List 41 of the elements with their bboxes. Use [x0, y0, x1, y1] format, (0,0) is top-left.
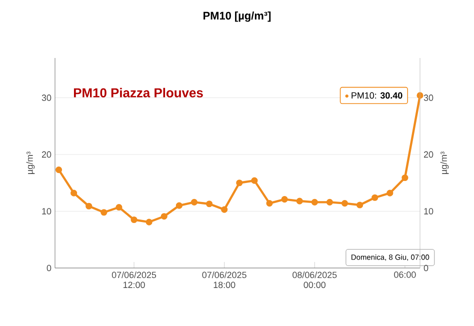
point	[100, 209, 108, 216]
point	[130, 216, 138, 224]
point	[281, 196, 288, 203]
point	[356, 202, 364, 208]
point	[402, 174, 408, 182]
point	[206, 200, 213, 208]
x-tick-label: 06:00	[394, 272, 416, 278]
point	[341, 200, 348, 207]
y-tick-label: 30	[42, 94, 52, 101]
point	[176, 202, 182, 209]
point	[372, 194, 378, 201]
point	[311, 198, 318, 206]
point	[160, 213, 168, 220]
point	[70, 190, 78, 196]
annotation: PM10 Piazza Plouves	[74, 88, 203, 98]
y2-tick-label: 20	[424, 151, 434, 158]
point	[326, 198, 333, 206]
y2-axis-title: µg/m³	[440, 152, 449, 174]
annotation: PM10: 30.40	[352, 92, 402, 99]
point	[146, 218, 152, 226]
y-tick-label: 10	[42, 208, 52, 214]
y2-tick-label: 30	[424, 94, 434, 101]
chart-title: PM10 [µg/m³]	[204, 12, 271, 22]
x-tick-label: 08/06/2025 00:00	[292, 272, 337, 288]
y-axis-title: µg/m³	[26, 152, 35, 174]
x-tick-label: 07/06/2025 18:00	[202, 272, 246, 288]
point	[190, 198, 198, 206]
point	[236, 180, 243, 186]
point	[221, 206, 228, 213]
point	[116, 204, 122, 211]
y-tick-label: 0	[46, 264, 52, 272]
y-tick-label: 20	[42, 151, 52, 158]
point	[55, 166, 62, 174]
y2-tick-label: 10	[424, 208, 434, 214]
point	[251, 177, 258, 184]
point	[266, 200, 273, 207]
point	[386, 190, 394, 196]
x-tick-label: 07/06/2025 12:00	[112, 272, 156, 288]
y2-tick-label: 0	[424, 264, 428, 272]
point	[86, 202, 92, 210]
point	[296, 198, 303, 204]
